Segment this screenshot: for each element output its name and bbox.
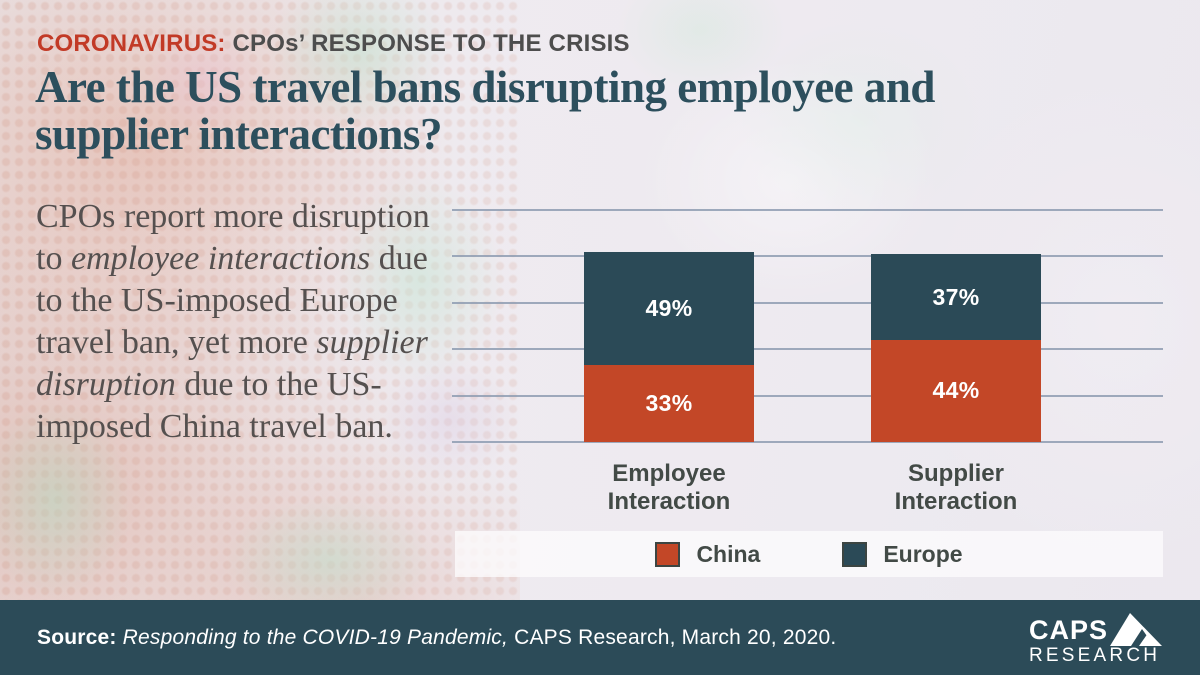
stacked-bar-chart: 49% 33% 37% 44% Employee Interaction Supplie… [452, 209, 1163, 590]
summary-emphasis: supplier disruption [36, 324, 428, 403]
category-label: Employee Interaction [607, 460, 731, 515]
caps-research-logo: CAPS RESEARCH [1029, 610, 1162, 665]
summary-run: due to the US-imposed China travel ban. [36, 366, 393, 445]
legend-label: Europe [883, 540, 963, 567]
value-label: 37% [932, 283, 980, 310]
kicker-highlight: CORONAVIRUS: [37, 30, 226, 57]
gridline [452, 441, 1163, 443]
stacked-bar-supplier-interaction: 37% 44% [871, 254, 1041, 442]
value-label: 33% [645, 390, 693, 417]
kicker-rest: CPOs’ RESPONSE TO THE CRISIS [232, 30, 630, 57]
gridline [452, 394, 1163, 397]
category-label: Supplier Interaction [894, 460, 1018, 515]
legend-swatch-icon [655, 541, 681, 567]
source-rest: CAPS Research, March 20, 2020. [514, 625, 837, 649]
gridline [452, 255, 1163, 258]
mountain-icon [1110, 613, 1162, 646]
category-axis: Employee Interaction Supplier Interaction [452, 460, 1163, 522]
stacked-bar-employee-interaction: 49% 33% [584, 251, 754, 442]
summary-text: CPOs report more disruption to employee … [36, 196, 432, 448]
bar-segment-china: 33% [584, 365, 754, 442]
source-citation: Source: Responding to the COVID-19 Pande… [37, 626, 836, 650]
summary-emphasis: employee interactions [70, 240, 371, 277]
gridline [452, 301, 1163, 304]
footer-bar: Source: Responding to the COVID-19 Pande… [0, 600, 1200, 675]
source-label: Source: [37, 625, 117, 649]
legend-label: China [696, 540, 761, 567]
summary-run: due to the US-imposed Europe travel ban,… [36, 240, 428, 361]
logo-research-text: RESEARCH [1028, 645, 1161, 666]
source-title: Responding to the COVID-19 Pandemic, [122, 625, 509, 649]
chart-legend: China Europe [455, 531, 1163, 577]
title-line-1: Are the US travel bans disrupting employ… [35, 62, 935, 112]
logo-caps-text: CAPS [1028, 615, 1108, 645]
legend-item-europe: Europe [842, 540, 963, 568]
summary-run: CPOs report more disruption to [36, 198, 430, 277]
legend-item-china: China [655, 541, 760, 568]
plot-area: 49% 33% 37% 44% [452, 209, 1163, 443]
bar-segment-europe: 37% [871, 254, 1041, 340]
gridline [452, 348, 1163, 351]
title-line-2: supplier interactions? [35, 109, 442, 159]
kicker: CORONAVIRUS: CPOs’ RESPONSE TO THE CRISI… [37, 30, 630, 58]
bar-segment-europe: 49% [584, 251, 754, 366]
value-label: 49% [645, 295, 693, 322]
page-title: Are the US travel bans disrupting employ… [35, 64, 1115, 158]
legend-swatch-icon [842, 541, 868, 567]
value-label: 44% [932, 377, 980, 404]
gridline [452, 209, 1163, 211]
bar-segment-china: 44% [871, 339, 1041, 442]
